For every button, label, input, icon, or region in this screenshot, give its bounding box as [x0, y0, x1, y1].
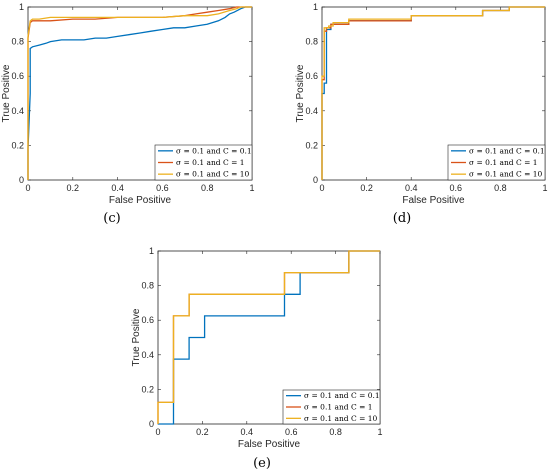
- y-tick-label: 0.8: [11, 37, 24, 47]
- roc-chart-2: 0 0.2 0.4 0.6 0.8 1 0 0.2 0.4 0.6 0.8 1 False Positi…: [131, 246, 383, 471]
- x-tick-label: 0.4: [241, 427, 254, 437]
- y-tick-label: 0.6: [305, 71, 318, 81]
- series-line-0: [27, 6, 252, 180]
- y-tick-label: 0.2: [305, 140, 318, 150]
- legend-label-2: σ = 0.1 and C = 10: [176, 170, 250, 179]
- x-tick-label: 0.8: [201, 183, 214, 193]
- series-line-2: [27, 6, 252, 180]
- y-tick-label: 0.6: [11, 71, 24, 81]
- x-tick-label: 0.6: [156, 183, 169, 193]
- series-line-2: [157, 250, 380, 424]
- figure-caption: (c): [103, 211, 120, 226]
- legend-label-0: σ = 0.1 and C = 0.1: [304, 391, 380, 400]
- figure-caption: (e): [253, 456, 271, 471]
- legend-label-1: σ = 0.1 and C = 1: [469, 158, 538, 167]
- x-axis-label: False Positive: [402, 195, 465, 206]
- legend-label-0: σ = 0.1 and C = 0.1: [469, 146, 545, 155]
- y-tick-label: 0: [313, 175, 318, 185]
- x-axis-label: False Positive: [109, 195, 172, 206]
- x-tick-label: 0.4: [405, 183, 418, 193]
- y-tick-label: 0.2: [141, 384, 154, 394]
- legend-label-1: σ = 0.1 and C = 1: [304, 403, 373, 412]
- roc-chart-1: 0 0.2 0.4 0.6 0.8 1 0 0.2 0.4 0.6 0.8 1 False Positi…: [295, 2, 548, 226]
- legend-label-2: σ = 0.1 and C = 10: [469, 170, 543, 179]
- y-axis-label: True Positive: [295, 64, 306, 122]
- legend-label-2: σ = 0.1 and C = 10: [304, 414, 378, 423]
- x-tick-label: 0: [25, 183, 30, 193]
- x-tick-label: 1: [249, 183, 254, 193]
- x-tick-label: 0.2: [196, 427, 209, 437]
- y-tick-label: 0.2: [11, 140, 24, 150]
- legend-label-1: σ = 0.1 and C = 1: [176, 158, 245, 167]
- roc-chart-0: 0 0.2 0.4 0.6 0.8 1 0 0.2 0.4 0.6 0.8 1 False Positi…: [1, 2, 255, 226]
- y-tick-label: 0.4: [11, 106, 24, 116]
- y-tick-label: 1: [149, 246, 154, 256]
- y-tick-label: 0: [19, 175, 24, 185]
- x-tick-label: 0: [155, 427, 160, 437]
- y-axis-label: True Positive: [1, 64, 12, 122]
- y-tick-label: 0.8: [305, 37, 318, 47]
- x-tick-label: 0.4: [111, 183, 124, 193]
- y-tick-label: 0.4: [305, 106, 318, 116]
- y-tick-label: 0.4: [141, 350, 154, 360]
- x-tick-label: 1: [377, 427, 382, 437]
- y-tick-label: 0.8: [141, 281, 154, 291]
- legend-label-0: σ = 0.1 and C = 0.1: [176, 146, 252, 155]
- x-tick-label: 0.6: [450, 183, 463, 193]
- x-tick-label: 1: [542, 183, 547, 193]
- y-tick-label: 1: [19, 2, 24, 12]
- x-tick-label: 0.8: [329, 427, 342, 437]
- series-line-2: [321, 6, 545, 180]
- y-tick-label: 0.6: [141, 315, 154, 325]
- x-tick-label: 0.6: [285, 427, 298, 437]
- x-axis-label: False Positive: [238, 439, 301, 450]
- x-tick-label: 0.2: [67, 183, 80, 193]
- y-tick-label: 0: [149, 419, 154, 429]
- figure-caption: (d): [393, 211, 411, 226]
- x-tick-label: 0: [319, 183, 324, 193]
- x-tick-label: 0.2: [360, 183, 373, 193]
- y-tick-label: 1: [313, 2, 318, 12]
- y-axis-label: True Positive: [131, 308, 142, 366]
- x-tick-label: 0.8: [494, 183, 507, 193]
